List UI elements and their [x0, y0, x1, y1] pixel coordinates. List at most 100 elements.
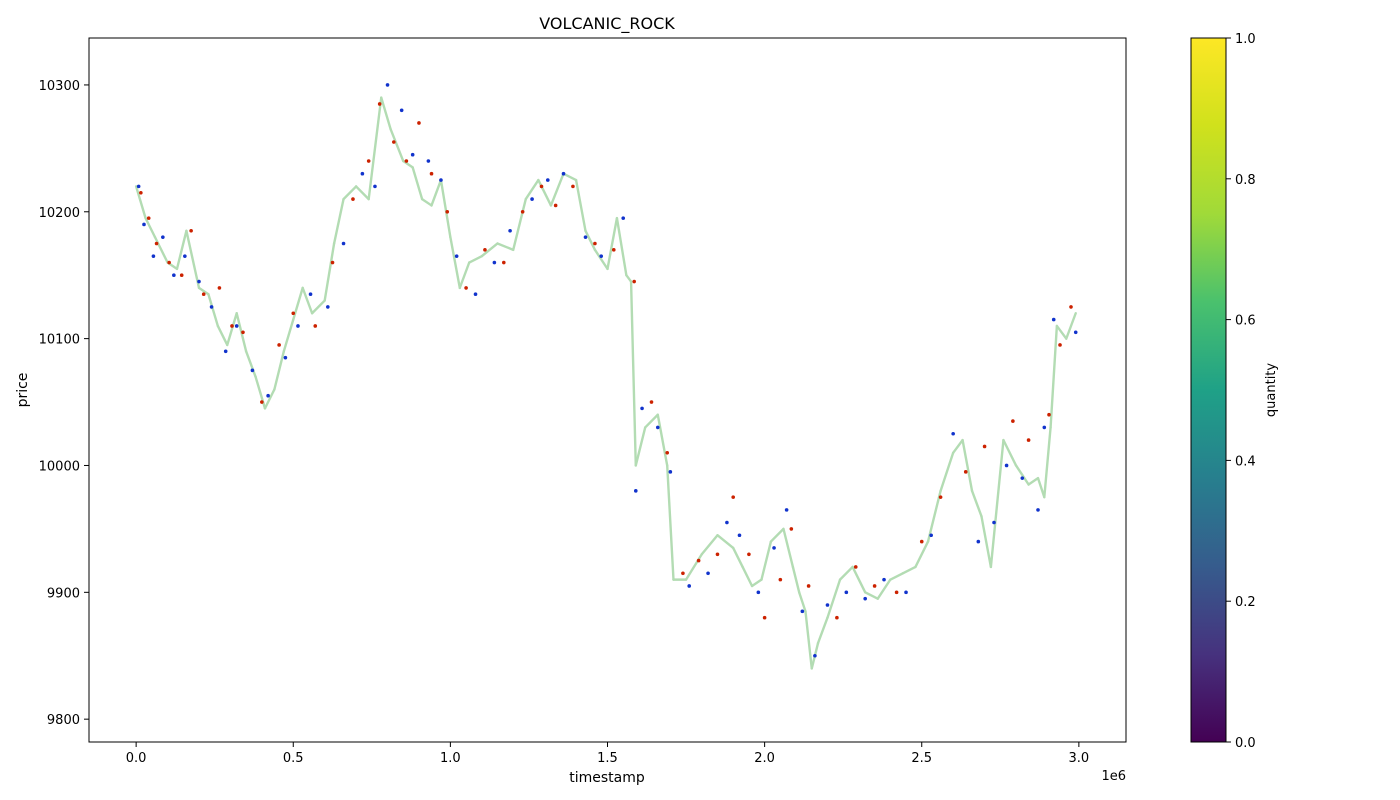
y-tick-label: 9900 — [47, 586, 80, 601]
price-line-segment — [731, 546, 744, 569]
price-line-segment — [153, 235, 169, 264]
x-tick-label: 1.0 — [440, 751, 461, 766]
price-line-segment — [207, 293, 220, 328]
price-line-segment — [411, 166, 424, 201]
x-tick-label: 2.0 — [754, 751, 775, 766]
blue-trade-marker — [800, 609, 805, 614]
blue-trade-marker — [360, 171, 365, 176]
price-line-segment — [961, 438, 974, 493]
price-line-segment — [1014, 464, 1030, 486]
price-line-segment — [134, 185, 147, 220]
price-line-segment — [254, 375, 267, 410]
blue-trade-marker — [373, 184, 377, 189]
red-trade-marker — [853, 565, 858, 569]
price-line-segment — [332, 197, 345, 245]
price-line-segment — [439, 178, 452, 239]
price-line-segment — [826, 578, 842, 619]
price-line-layer — [134, 96, 1077, 670]
colorbar-label: quantity — [1264, 363, 1279, 418]
y-tick-label: 9800 — [47, 713, 80, 728]
red-trade-marker — [217, 286, 222, 290]
x-tick-label: 0.5 — [283, 751, 304, 766]
red-trade-marker — [806, 584, 811, 588]
price-line-segment — [468, 254, 484, 264]
colorbar-gradient — [1191, 38, 1226, 742]
red-trade-marker — [483, 248, 487, 252]
blue-trade-marker — [492, 260, 497, 265]
price-line-segment — [449, 235, 462, 290]
price-line-segment — [185, 229, 201, 290]
price-line-segment — [524, 178, 540, 201]
colorbar-tick-label: 1.0 — [1235, 32, 1256, 47]
blue-trade-marker — [341, 241, 346, 246]
red-trade-marker — [230, 324, 234, 328]
blue-trade-marker — [844, 590, 849, 595]
y-tick-label: 10200 — [39, 206, 80, 221]
price-line-segment — [989, 438, 1005, 569]
red-trade-marker — [179, 273, 184, 278]
x-axis-offset-label: 1e6 — [1101, 769, 1126, 784]
blue-trade-marker — [772, 546, 776, 550]
blue-trade-marker — [250, 368, 255, 373]
blue-trade-marker — [473, 292, 478, 297]
price-line-segment — [876, 578, 892, 600]
blue-trade-marker — [863, 596, 867, 601]
price-line-segment — [684, 553, 703, 581]
blue-trade-marker — [399, 108, 404, 113]
price-line-segment — [791, 565, 801, 594]
red-trade-marker — [377, 102, 382, 106]
price-line-segment — [480, 242, 499, 258]
price-line-segment — [980, 515, 993, 569]
blue-trade-marker — [882, 577, 886, 582]
red-trade-marker — [277, 343, 281, 347]
blue-trade-marker — [992, 520, 996, 525]
blue-trade-marker — [951, 431, 955, 436]
red-trade-marker — [417, 121, 421, 125]
red-trade-marker — [404, 159, 409, 163]
price-line-segment — [838, 565, 854, 581]
blue-trade-marker — [197, 279, 201, 284]
blue-trade-marker — [687, 584, 692, 588]
price-line-segment — [851, 565, 867, 594]
price-line-segment — [380, 96, 392, 131]
blue-trade-marker — [209, 305, 214, 309]
blue-trade-marker — [183, 254, 187, 258]
red-trade-marker — [778, 577, 783, 582]
colorbar-tick-label: 0.0 — [1235, 736, 1256, 751]
red-trade-marker — [1011, 419, 1015, 423]
blue-trade-marker — [1073, 330, 1078, 335]
red-trade-marker — [1069, 305, 1073, 309]
red-trade-marker — [313, 324, 318, 328]
red-trade-marker — [681, 571, 685, 576]
y-axis-ticks: 9800 9900 10000 10100 10200 10300 — [39, 79, 89, 728]
blue-trade-marker — [929, 533, 933, 538]
price-line-segment — [666, 464, 675, 581]
red-trade-marker — [715, 552, 720, 557]
y-tick-label: 10000 — [39, 459, 80, 474]
blue-trade-marker — [426, 159, 431, 163]
price-line-segment — [634, 426, 647, 467]
red-trade-marker — [835, 615, 839, 620]
red-trade-marker — [938, 495, 943, 499]
price-line-segment — [389, 128, 405, 163]
price-line-segment — [430, 178, 443, 207]
price-line-segment — [367, 96, 383, 201]
blue-trade-marker — [1042, 425, 1047, 430]
price-line-segment — [354, 185, 370, 201]
blue-trade-marker — [1004, 463, 1009, 468]
price-line-segment — [741, 565, 754, 588]
red-trade-marker — [167, 260, 171, 265]
blue-trade-marker — [706, 571, 710, 576]
price-line-segment — [273, 350, 286, 391]
blue-trade-marker — [439, 178, 443, 182]
blue-trade-marker — [545, 178, 550, 182]
red-trade-marker — [593, 241, 597, 246]
red-trade-marker — [872, 584, 877, 588]
red-trade-marker — [919, 539, 924, 544]
blue-trade-marker — [976, 539, 981, 544]
plot-area — [89, 38, 1126, 742]
price-line-segment — [175, 229, 188, 271]
price-line-segment — [593, 248, 609, 271]
blue-trade-marker — [725, 520, 729, 525]
x-tick-label: 3.0 — [1069, 751, 1090, 766]
